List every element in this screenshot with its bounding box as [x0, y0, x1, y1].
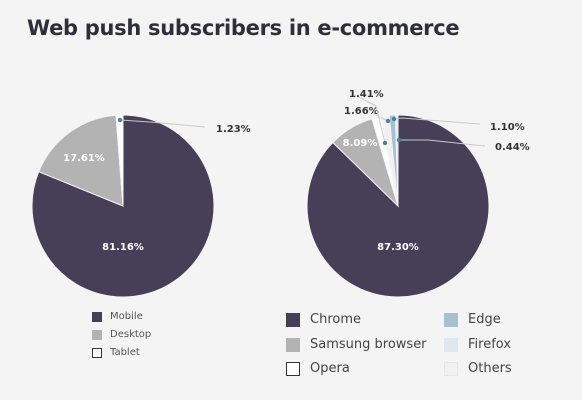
legend-label-edge: Edge — [468, 312, 501, 327]
callout-line-others — [356, 95, 386, 144]
callout-dot-tablet — [117, 117, 123, 123]
slice-label-firefox: 0.44% — [495, 142, 530, 153]
legend-label-opera: Opera — [310, 361, 350, 376]
callout-line-edge — [393, 117, 481, 125]
pie-chart-devices: 81.16% 17.61% 1.23% — [31, 114, 251, 298]
legend-swatch-firefox — [444, 337, 458, 352]
callout-dot-firefox — [396, 137, 402, 143]
legend-swatch-tablet — [92, 347, 102, 358]
legend-item-edge: Edge — [444, 312, 501, 327]
slice-label-edge: 1.10% — [490, 122, 525, 133]
legend-swatch-mobile — [92, 311, 102, 322]
slice-label-desktop: 17.61% — [63, 153, 105, 164]
legend-label-mobile: Mobile — [110, 311, 143, 322]
legend-browsers: Chrome Edge Samsung browser Firefox Oper… — [286, 312, 526, 382]
pie-slice-tablet — [115, 114, 124, 207]
legend-item-tablet: Tablet — [92, 347, 140, 358]
legend-devices: Mobile Desktop Tablet — [92, 311, 212, 371]
legend-label-others: Others — [468, 361, 512, 376]
legend-label-samsung: Samsung browser — [310, 337, 427, 352]
slice-label-mobile: 81.16% — [102, 242, 144, 253]
callout-dot-opera — [385, 118, 391, 124]
legend-label-desktop: Desktop — [110, 329, 152, 340]
callout-line-tablet — [119, 119, 206, 128]
legend-item-mobile: Mobile — [92, 311, 143, 322]
callout-dot-edge — [391, 116, 397, 122]
legend-item-chrome: Chrome — [286, 312, 361, 327]
chart-title: Web push subscribers in e-commerce — [27, 16, 460, 40]
legend-swatch-chrome — [286, 312, 300, 327]
slice-label-chrome: 87.30% — [377, 242, 419, 253]
legend-item-opera: Opera — [286, 361, 350, 376]
slice-label-tablet: 1.23% — [216, 124, 251, 135]
slice-label-others: 1.41% — [349, 89, 384, 100]
legend-label-firefox: Firefox — [468, 337, 512, 352]
legend-swatch-desktop — [92, 329, 102, 340]
legend-label-tablet: Tablet — [110, 347, 140, 358]
legend-swatch-edge — [444, 312, 458, 327]
legend-item-others: Others — [444, 361, 512, 376]
legend-swatch-opera — [286, 361, 300, 376]
pie-slice-firefox — [394, 114, 399, 207]
legend-item-desktop: Desktop — [92, 329, 151, 340]
pie-chart-browsers: 87.30% 8.09% 1.66% 1.41% 1.10% 0.44% — [306, 89, 530, 298]
legend-label-chrome: Chrome — [310, 312, 361, 327]
pie-slice-desktop — [38, 114, 124, 207]
legend-swatch-others — [444, 361, 458, 376]
slice-label-samsung-browser: 8.09% — [343, 138, 378, 149]
callout-dot-others — [382, 140, 388, 146]
legend-swatch-samsung — [286, 337, 300, 352]
legend-item-firefox: Firefox — [444, 337, 511, 352]
legend-item-samsung: Samsung browser — [286, 337, 427, 352]
slice-label-opera: 1.66% — [344, 106, 379, 117]
callout-line-firefox — [399, 139, 486, 147]
